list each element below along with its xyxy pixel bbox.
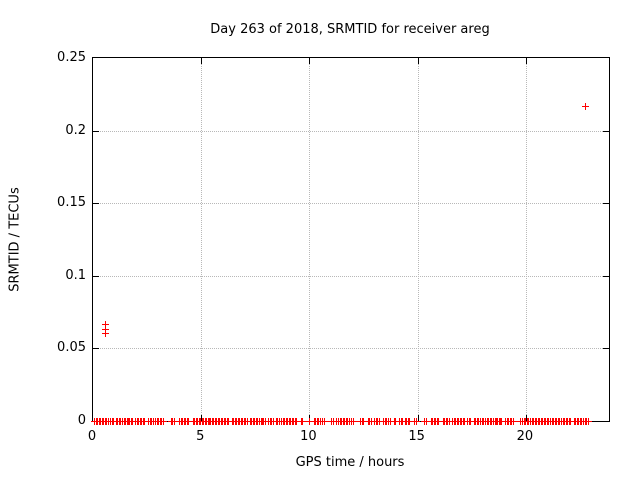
y-gridline xyxy=(93,130,609,132)
data-point-marker xyxy=(406,418,414,425)
y-axis-label: SRMTID / TECUs xyxy=(7,187,23,292)
data-point-marker xyxy=(509,418,517,425)
x-tick-label: 20 xyxy=(516,429,534,444)
x-axis-label: GPS time / hours xyxy=(295,455,405,470)
x-tick-label: 0 xyxy=(87,429,97,444)
x-tick-label: 15 xyxy=(408,429,425,444)
y-tick-mark xyxy=(603,130,609,132)
x-tick-mark xyxy=(201,58,203,64)
x-tick-mark xyxy=(417,415,419,421)
x-tick-label: 10 xyxy=(300,429,317,444)
data-point-marker xyxy=(329,418,337,425)
data-point-marker xyxy=(101,326,109,334)
data-point-marker xyxy=(445,418,453,425)
data-point-marker xyxy=(159,418,167,425)
x-gridline xyxy=(525,58,527,421)
data-point-marker xyxy=(293,418,301,425)
y-tick-mark xyxy=(93,130,99,132)
y-gridline xyxy=(93,203,609,205)
y-tick-label: 0.05 xyxy=(57,340,86,356)
data-point-marker xyxy=(101,321,109,329)
data-point-marker xyxy=(141,418,149,425)
data-point-marker xyxy=(299,418,307,425)
x-tick-mark xyxy=(309,58,311,64)
data-point-marker xyxy=(498,418,506,425)
data-point-marker xyxy=(360,418,368,425)
y-tick-label: 0 xyxy=(77,413,86,428)
x-tick-mark xyxy=(525,415,527,421)
y-tick-mark xyxy=(603,203,609,205)
x-gridline xyxy=(417,58,419,421)
data-point-marker xyxy=(306,418,314,425)
data-point-marker xyxy=(386,418,394,425)
y-tick-label: 0.1 xyxy=(65,267,86,283)
x-tick-mark xyxy=(417,58,419,64)
data-point-marker xyxy=(582,103,590,111)
data-point-marker xyxy=(392,418,400,425)
x-gridline xyxy=(201,58,203,421)
y-tick-label: 0.2 xyxy=(65,122,86,138)
x-gridline xyxy=(309,58,311,421)
data-point-marker xyxy=(101,330,109,338)
y-tick-mark xyxy=(93,203,99,205)
data-point-marker xyxy=(435,418,443,425)
data-point-marker xyxy=(170,418,178,425)
y-tick-label: 0.25 xyxy=(57,50,86,65)
data-point-marker xyxy=(375,418,383,425)
data-point-marker xyxy=(585,418,593,425)
y-tick-label: 0.15 xyxy=(57,195,86,211)
data-point-marker xyxy=(320,418,328,425)
y-tick-mark xyxy=(603,275,609,277)
y-gridline xyxy=(93,348,609,350)
plot-area xyxy=(91,57,610,425)
data-point-marker xyxy=(422,418,430,425)
data-point-marker xyxy=(412,418,420,425)
y-tick-mark xyxy=(93,348,99,350)
y-gridline xyxy=(93,275,609,277)
data-point-marker xyxy=(185,418,193,425)
x-tick-mark xyxy=(525,58,527,64)
chart-title: Day 263 of 2018, SRMTID for receiver are… xyxy=(210,22,490,37)
y-tick-mark xyxy=(603,348,609,350)
y-tick-mark xyxy=(93,275,99,277)
x-tick-label: 5 xyxy=(196,429,205,444)
data-point-marker xyxy=(349,418,357,425)
